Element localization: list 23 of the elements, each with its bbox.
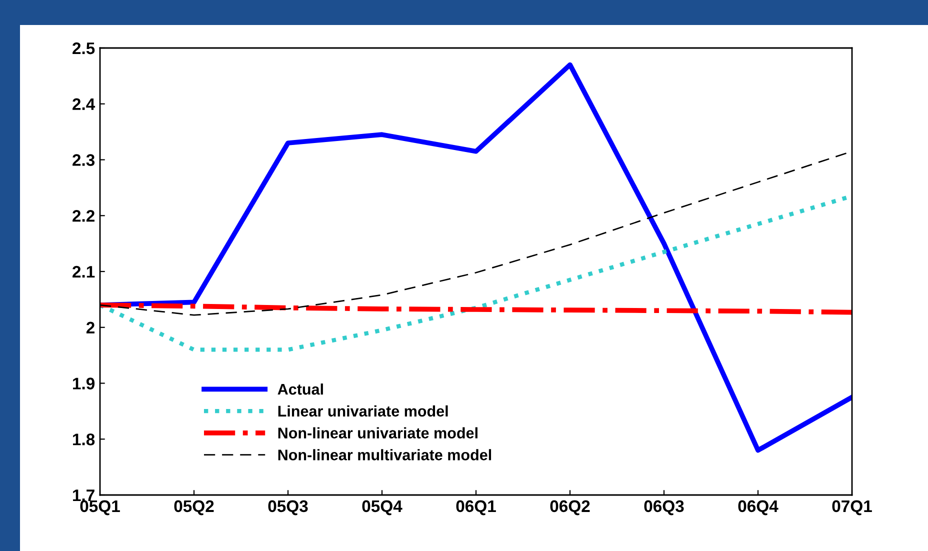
y-tick-label: 2.5 bbox=[72, 42, 95, 54]
y-tick-label: 2 bbox=[86, 322, 94, 334]
y-tick-label: 1.8 bbox=[73, 434, 95, 446]
line-series bbox=[100, 302, 852, 315]
y-tick-label: 2.2 bbox=[72, 210, 94, 222]
x-tick-label: 06Q3 bbox=[644, 500, 684, 516]
x-tick-label: 05Q2 bbox=[174, 500, 214, 516]
y-tick-label: 1.7 bbox=[73, 490, 94, 502]
legend-label: Actual bbox=[278, 383, 323, 395]
y-tick-label: 1.9 bbox=[73, 378, 95, 390]
x-tick-label: 06Q4 bbox=[738, 500, 778, 516]
y-tick-label: 2.3 bbox=[72, 154, 95, 166]
legend-label: Linear univariate model bbox=[278, 405, 448, 417]
x-tick-label: 06Q1 bbox=[456, 500, 496, 516]
legend-label: Non-linear multivariate model bbox=[278, 449, 492, 460]
x-tick-label: 05Q1 bbox=[80, 500, 120, 516]
x-tick-label: 06Q2 bbox=[550, 500, 590, 516]
x-tick-label: 07Q1 bbox=[832, 500, 872, 516]
x-tick-label: 05Q3 bbox=[268, 500, 308, 516]
legend-label: Non-linear univariate model bbox=[278, 427, 478, 438]
y-tick-label: 2.1 bbox=[72, 266, 95, 278]
y-tick-label: 2.4 bbox=[72, 98, 96, 110]
x-tick-label: 05Q4 bbox=[362, 500, 402, 516]
